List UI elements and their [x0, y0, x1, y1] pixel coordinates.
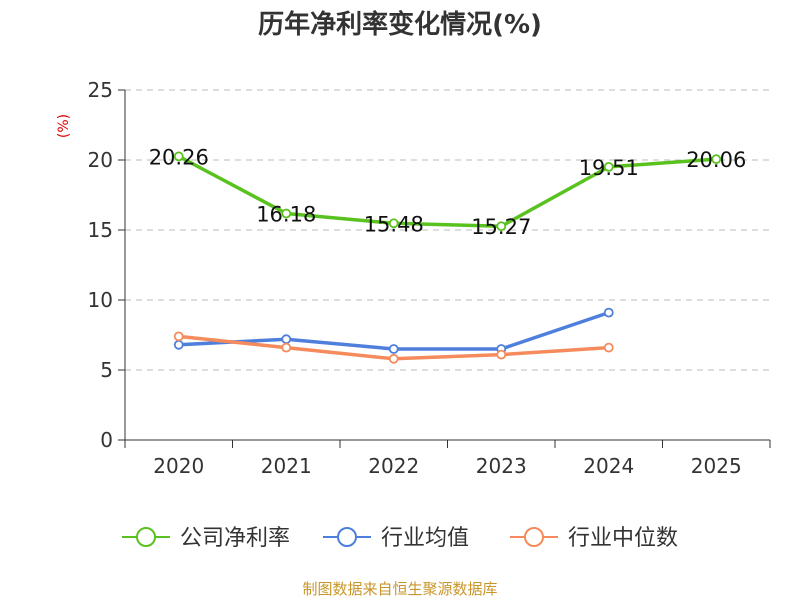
data-point [496, 221, 507, 232]
legend-label: 公司净利率 [180, 526, 290, 551]
data-label: 19.51 [579, 156, 639, 180]
y-tick-label: 15 [88, 218, 113, 242]
data-point [388, 344, 399, 354]
data-point [281, 208, 292, 219]
data-point [173, 339, 184, 350]
series-lines [173, 151, 722, 364]
legend-swatch-marker [337, 527, 357, 547]
y-tick-label: 20 [88, 148, 113, 172]
y-tick-label: 25 [88, 78, 113, 102]
y-tick-label: 0 [100, 428, 113, 452]
x-tick-label: 2020 [153, 454, 204, 478]
data-point [388, 353, 399, 364]
source-note: 制图数据来自恒生聚源数据库 [302, 580, 497, 598]
legend-label: 行业中位数 [568, 526, 678, 551]
grid-lines [125, 89, 770, 371]
data-point [388, 218, 399, 229]
data-label: 15.48 [364, 212, 424, 236]
x-tick-label: 2021 [261, 454, 312, 478]
legend-swatch-marker [524, 527, 544, 547]
data-point [173, 331, 184, 342]
x-tick-label: 2022 [368, 454, 419, 478]
y-tick-label: 10 [88, 288, 113, 312]
y-axis-unit: (%) [56, 114, 72, 138]
legend: 公司净利率 行业均值 行业中位数 [122, 526, 678, 551]
x-tick-label: 2024 [583, 454, 634, 478]
legend-swatch-marker [136, 527, 156, 547]
data-point [281, 342, 292, 353]
legend-label: 行业均值 [381, 526, 469, 551]
data-label: 20.06 [686, 148, 746, 172]
x-tick-label: 2025 [691, 454, 742, 478]
data-label: 15.27 [471, 215, 531, 239]
chart-title: 历年净利率变化情况(%) [258, 9, 542, 40]
data-point [603, 342, 614, 353]
data-point [173, 151, 184, 162]
data-point [603, 307, 614, 318]
series-line [177, 154, 717, 228]
y-tick-label: 5 [100, 358, 113, 382]
data-label: 16.18 [256, 202, 316, 226]
x-tick-label: 2023 [476, 454, 527, 478]
data-point [603, 161, 614, 172]
data-point [496, 349, 507, 360]
data-point [281, 334, 292, 345]
data-labels: 20.26 16.18 15.48 15.27 19.51 20.06 [149, 145, 747, 239]
data-point [711, 154, 722, 165]
data-label: 20.26 [149, 145, 209, 169]
